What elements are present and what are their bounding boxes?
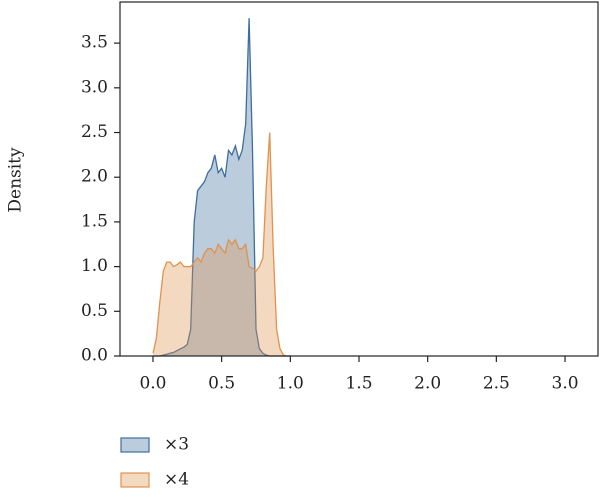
x-tick-label: 0.0 bbox=[139, 374, 166, 394]
y-tick-label: 0.0 bbox=[81, 346, 108, 366]
x-tick-label: 2.0 bbox=[414, 374, 441, 394]
legend-swatch bbox=[120, 437, 150, 453]
x-tick-label: 1.5 bbox=[345, 374, 372, 394]
legend-swatch bbox=[120, 472, 150, 488]
density-area bbox=[153, 18, 291, 356]
y-tick-label: 3.5 bbox=[81, 33, 108, 53]
density-line bbox=[152, 132, 291, 357]
y-tick-label: 2.0 bbox=[81, 167, 108, 187]
legend-label: ×4 bbox=[164, 470, 189, 490]
legend-label: ×3 bbox=[164, 435, 189, 455]
x-tick-label: 2.5 bbox=[483, 374, 510, 394]
x-tick-label: 0.5 bbox=[208, 374, 235, 394]
x-tick-label: 3.0 bbox=[552, 374, 579, 394]
x-tick-label: 1.0 bbox=[277, 374, 304, 394]
y-tick-label: 1.5 bbox=[81, 211, 108, 231]
y-tick-label: 3.0 bbox=[81, 77, 108, 97]
y-tick-label: 1.0 bbox=[81, 256, 108, 276]
y-tick-label: 2.5 bbox=[81, 122, 108, 142]
y-tick-label: 0.5 bbox=[81, 301, 108, 321]
y-axis-label: Density bbox=[6, 147, 26, 213]
density-area bbox=[153, 132, 291, 356]
